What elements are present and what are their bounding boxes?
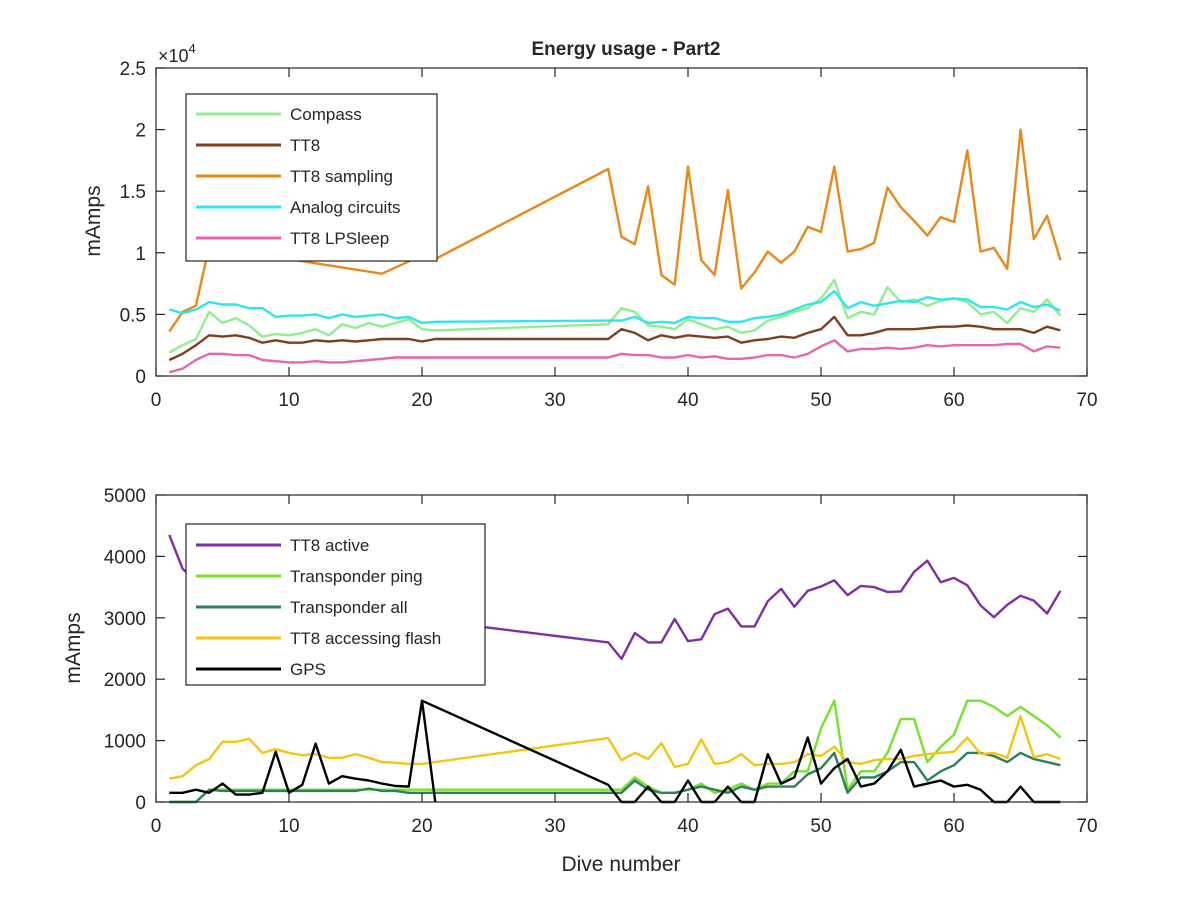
plot-frame-bottom (155, 494, 1088, 803)
x-tick-label-top: 0 (151, 390, 162, 411)
y-tick-label-top: 2 (135, 121, 146, 142)
y-tick-label-top: 1 (135, 244, 146, 265)
x-tick-label-bottom: 10 (278, 816, 299, 837)
x-tick-label-bottom: 60 (943, 816, 964, 837)
energy-chart-top: Energy usage - Part2 mAmps ×104 0 10 20 30 4… (82, 39, 1098, 411)
series-segment-bottom-gps (420, 700, 437, 803)
x-tick-label-bottom: 40 (677, 816, 698, 837)
x-tick-label-top: 10 (278, 390, 299, 411)
series-line-top-compass (168, 278, 1062, 354)
y-tick-label-bottom: 5000 (104, 486, 146, 507)
x-tick-label-bottom: 50 (810, 816, 831, 837)
legend-label-tt8-active: TT8 active (290, 536, 369, 555)
x-tick-label-top: 50 (810, 390, 831, 411)
x-tick-label-bottom: 70 (1076, 816, 1097, 837)
y-tick-label-top: 0 (135, 367, 146, 388)
legend-label-analog-circuits: Analog circuits (290, 198, 401, 217)
x-tick-label-top: 60 (943, 390, 964, 411)
legend-label-tt8-sampling: TT8 sampling (290, 167, 393, 186)
series-line-bottom-tt8-active (168, 534, 1062, 661)
y-tick-label-bottom: 1000 (104, 732, 146, 753)
x-tick-label-top: 30 (544, 390, 565, 411)
y-tick-label-top: 2.5 (120, 59, 146, 80)
x-tick-label-bottom: 30 (544, 816, 565, 837)
x-axis-label: Dive number (561, 853, 680, 876)
series-line-bottom-transponder-ping (169, 699, 1062, 804)
x-tick-label-top: 20 (411, 390, 432, 411)
legend-label-tt8-lpsleep: TT8 LPSleep (290, 229, 389, 248)
series-line-bottom-transponder-all (169, 751, 1061, 804)
y-exponent-label: ×104 (158, 41, 196, 66)
legend-label-tt8: TT8 (290, 136, 320, 155)
y-axis-label-bottom: mAmps (62, 612, 85, 683)
plot-frame-top (155, 67, 1088, 377)
x-tick-label-bottom: 20 (411, 816, 432, 837)
y-tick-label-top: 1.5 (120, 182, 146, 203)
series-line-bottom-tt8-accessing-flash (169, 714, 1061, 780)
y-tick-label-top: 0.5 (120, 305, 146, 326)
x-tick-label-top: 40 (677, 390, 698, 411)
y-tick-label-bottom: 3000 (104, 609, 146, 630)
y-axis-label-top: mAmps (82, 185, 105, 256)
legend-label-tt8-accessing-flash: TT8 accessing flash (290, 629, 441, 648)
legend-label-transponder-all: Transponder all (290, 598, 408, 617)
series-line-top-analog-circuits (168, 289, 1061, 325)
x-tick-label-bottom: 0 (151, 816, 162, 837)
series-line-top-tt8-lpsleep (168, 339, 1061, 374)
y-tick-label-bottom: 4000 (104, 547, 146, 568)
series-line-top-tt8 (168, 315, 1061, 362)
chart-title: Energy usage - Part2 (531, 39, 720, 60)
svg-text:×104: ×104 (158, 41, 196, 66)
legend-label-compass: Compass (290, 105, 362, 124)
x-tick-label-top: 70 (1076, 390, 1097, 411)
legend-label-gps: GPS (290, 660, 326, 679)
legend-label-transponder-ping: Transponder ping (290, 567, 423, 586)
y-tick-label-bottom: 0 (135, 793, 146, 814)
series-line-top-tt8-sampling (168, 128, 1062, 333)
energy-chart-bottom: mAmps Dive number 0 10 20 30 40 50 60 70 0 1000 20… (62, 486, 1098, 876)
y-tick-label-bottom: 2000 (104, 670, 146, 691)
legend-box-bottom (185, 523, 486, 686)
